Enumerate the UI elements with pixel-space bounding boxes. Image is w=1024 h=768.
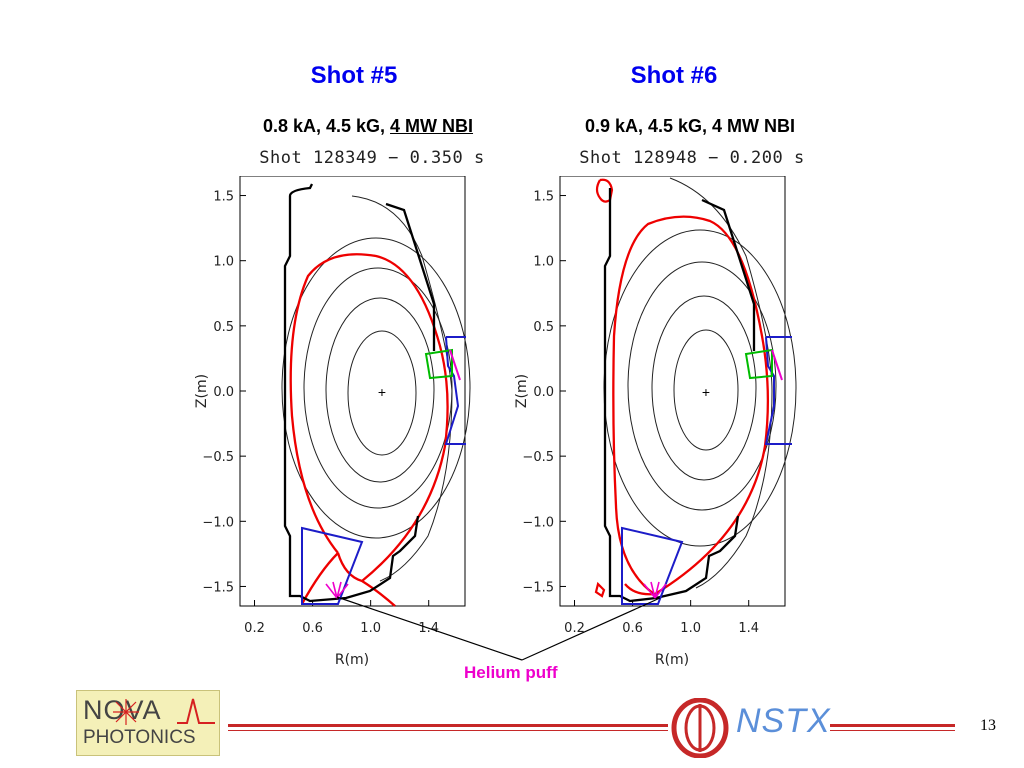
antenna [744,348,773,380]
page-number: 13 [980,717,996,734]
helium-puff-label: Helium puff [464,663,558,682]
x-axis-label: R(m) [655,652,689,668]
nova-logo-line2: PHOTONICS [83,727,196,748]
footer-rule-right-thin [830,730,955,731]
outer-limiter [444,336,466,445]
y-tick-label: −1.0 [522,515,554,530]
panel-2-subtitle: 0.9 kA, 4.5 kG, 4 MW NBI [540,116,840,137]
x-tick-label: 0.6 [622,621,643,636]
y-axis-label: Z(m) [514,374,530,408]
nova-star-icon [113,699,139,725]
helium-puff-nozzle [643,581,667,599]
x-tick-label: 0.6 [302,621,323,636]
y-tick-label: −1.0 [202,515,234,530]
nstx-logo-text: NSTX [736,702,831,740]
footer-rule-left-thin [228,730,668,731]
panel-1-subtitle-plain: 0.8 kA, 4.5 kG, [262,116,391,136]
panel-2-equilibrium-plot: 0.2 0.6 1.0 1.4 1.5 1.0 0.5 0.0 −0.5 −1.0 −1.5 R(m… [514,176,797,668]
panel-1-equilibrium-plot: 0.2 0.6 1.0 1.4 1.5 1.0 0.5 0.0 −0.5 −1.0 −1.5 R(m… [194,176,471,668]
separatrix [612,215,770,596]
y-tick-label: 1.5 [533,190,554,205]
x-tick-label: 1.0 [360,621,381,636]
y-tick-label: 0.0 [533,385,554,400]
x-axis-label: R(m) [335,652,369,668]
vessel-wall [283,183,420,603]
x-tick-label: 1.0 [680,621,701,636]
x-tick-label: 0.2 [564,621,585,636]
footer-rule-right [830,724,955,727]
plot-frame [559,176,786,607]
antenna [424,348,453,380]
y-tick-label: 1.0 [213,255,234,270]
panel-1-subtitle-underlined: 4 MW NBI [390,116,474,136]
x-tick-label: 1.4 [738,621,759,636]
x-tick-label: 0.2 [244,621,265,636]
plot-frame [239,176,466,607]
magnetic-axis-marker: + [378,384,386,400]
y-tick-label: −1.5 [522,580,554,595]
y-tick-label: −0.5 [522,450,554,465]
panel-2-title: Shot #6 [630,62,718,89]
y-tick-label: −1.5 [202,580,234,595]
nova-logo-line1: NOVA [83,695,162,725]
nova-spectrum-icon [177,698,215,724]
y-tick-label: 1.0 [533,255,554,270]
y-tick-label: −0.5 [202,450,234,465]
y-tick-label: 0.5 [213,320,234,335]
separatrix-upper-island [595,178,614,203]
nstx-emblem-icon [671,698,729,758]
y-tick-label: 1.5 [213,190,234,205]
rf-launcher [771,349,783,381]
panel-2-header: Shot 128948 − 0.200 s [579,148,805,168]
separatrix-lower-island [594,581,606,598]
helium-puff-nozzle [325,581,349,599]
y-axis-label: Z(m) [194,374,210,408]
rf-launcher [449,349,461,381]
flux-contours [281,195,471,582]
panel-1-subtitle: 0.8 kA, 4.5 kG, 4 MW NBI [218,116,518,137]
y-tick-label: 0.5 [533,320,554,335]
separatrix [289,253,449,607]
outer-limiter [764,336,792,445]
panel-2-subtitle-plain: 0.9 kA, 4.5 kG, 4 MW NBI [584,116,796,136]
vessel-wall-upper [701,198,756,351]
panel-1-title: Shot #5 [310,62,398,89]
vessel-wall-upper [385,202,436,351]
footer-rule-left [228,724,668,727]
panel-1-header: Shot 128349 − 0.350 s [259,148,485,168]
x-tick-label: 1.4 [418,621,439,636]
magnetic-axis-marker: + [702,384,710,400]
nova-photonics-logo: NOVA PHOTONICS [76,690,220,756]
y-tick-label: 0.0 [213,385,234,400]
